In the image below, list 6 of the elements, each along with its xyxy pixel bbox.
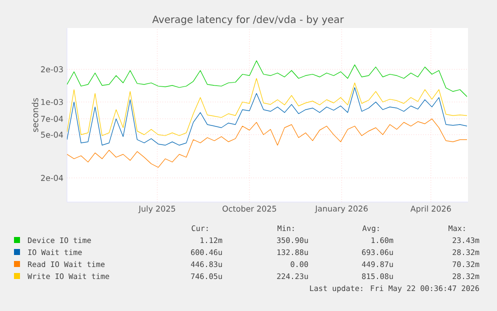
line-series bbox=[67, 78, 468, 136]
chart-title: Average latency for /dev/vda - by year bbox=[152, 15, 344, 26]
line-series bbox=[67, 60, 468, 97]
line-series bbox=[67, 87, 468, 146]
line-series bbox=[67, 118, 468, 168]
y-axis-title: seconds bbox=[32, 98, 38, 132]
